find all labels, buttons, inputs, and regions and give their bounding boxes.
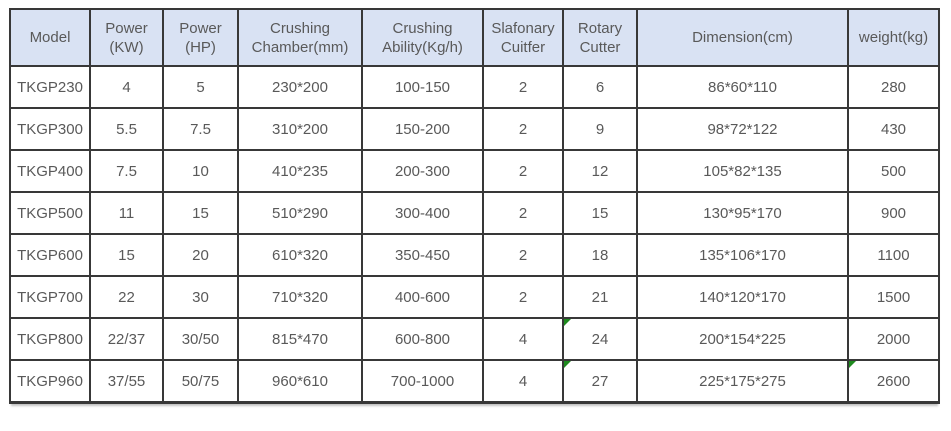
model-cell: TKGP800 bbox=[9, 317, 91, 361]
table-cell: 310*200 bbox=[237, 107, 363, 151]
table-cell: 100-150 bbox=[361, 65, 484, 109]
table-cell: 10 bbox=[162, 149, 239, 193]
table-cell: 86*60*110 bbox=[636, 65, 849, 109]
table-cell: 1500 bbox=[847, 275, 940, 319]
table-cell: 410*235 bbox=[237, 149, 363, 193]
col-header-power-hp: Power (HP) bbox=[162, 8, 239, 67]
table-row: TKGP600 15 20 610*320 350-450 2 18 135*106*170 1… bbox=[9, 233, 940, 277]
col-header-rotary-cutter: Rotary Cutter bbox=[562, 8, 638, 67]
col-header-stationary-cutter: Slafonary Cuitfer bbox=[482, 8, 564, 67]
table-cell: 22/37 bbox=[89, 317, 164, 361]
table-cell: 230*200 bbox=[237, 65, 363, 109]
table-cell: 815*470 bbox=[237, 317, 363, 361]
table-cell: 430 bbox=[847, 107, 940, 151]
table-cell: 1100 bbox=[847, 233, 940, 277]
table-cell: 30 bbox=[162, 275, 239, 319]
table-cell: 105*82*135 bbox=[636, 149, 849, 193]
table-cell: 140*120*170 bbox=[636, 275, 849, 319]
col-header-weight: weight(kg) bbox=[847, 8, 940, 67]
table-cell: 24 bbox=[562, 317, 638, 361]
table-cell: 37/55 bbox=[89, 359, 164, 404]
table-cell: 2 bbox=[482, 233, 564, 277]
table-cell: 200*154*225 bbox=[636, 317, 849, 361]
table-cell: 2 bbox=[482, 149, 564, 193]
model-cell: TKGP230 bbox=[9, 65, 91, 109]
table-row: TKGP300 5.5 7.5 310*200 150-200 2 9 98*72*122 43… bbox=[9, 107, 940, 151]
table-cell: 150-200 bbox=[361, 107, 484, 151]
table-row: TKGP800 22/37 30/50 815*470 600-800 4 24 200*15… bbox=[9, 317, 940, 361]
model-cell: TKGP600 bbox=[9, 233, 91, 277]
table-cell: 130*95*170 bbox=[636, 191, 849, 235]
col-header-crushing-ability: Crushing Ability(Kg/h) bbox=[361, 8, 484, 67]
table-cell: 9 bbox=[562, 107, 638, 151]
table-cell: 960*610 bbox=[237, 359, 363, 404]
specification-table: Model Power (KW) Power (HP) Crushing Cha… bbox=[9, 8, 940, 404]
table-cell: 280 bbox=[847, 65, 940, 109]
table-cell: 11 bbox=[89, 191, 164, 235]
table-cell: 610*320 bbox=[237, 233, 363, 277]
table-cell: 7.5 bbox=[89, 149, 164, 193]
table-cell: 500 bbox=[847, 149, 940, 193]
table-cell: 6 bbox=[562, 65, 638, 109]
table-cell: 2 bbox=[482, 65, 564, 109]
table-cell: 20 bbox=[162, 233, 239, 277]
table-cell: 21 bbox=[562, 275, 638, 319]
table-row: TKGP230 4 5 230*200 100-150 2 6 86*60*110 280 bbox=[9, 65, 940, 109]
table-cell: 4 bbox=[482, 317, 564, 361]
cell-corner-marker-icon bbox=[565, 320, 571, 326]
table-body: TKGP230 4 5 230*200 100-150 2 6 86*60*110 280 TKG… bbox=[9, 65, 940, 404]
table-cell: 2600 bbox=[847, 359, 940, 404]
header-row: Model Power (KW) Power (HP) Crushing Cha… bbox=[9, 8, 940, 67]
model-cell: TKGP960 bbox=[9, 359, 91, 404]
table-cell: 15 bbox=[562, 191, 638, 235]
table-cell: 4 bbox=[482, 359, 564, 404]
table-cell: 2 bbox=[482, 275, 564, 319]
table-cell: 30/50 bbox=[162, 317, 239, 361]
table-cell: 350-450 bbox=[361, 233, 484, 277]
table-cell: 510*290 bbox=[237, 191, 363, 235]
col-header-model: Model bbox=[9, 8, 91, 67]
table-cell: 2000 bbox=[847, 317, 940, 361]
table-row: TKGP400 7.5 10 410*235 200-300 2 12 105*82*135 5… bbox=[9, 149, 940, 193]
table-cell: 18 bbox=[562, 233, 638, 277]
table-cell: 15 bbox=[162, 191, 239, 235]
model-cell: TKGP300 bbox=[9, 107, 91, 151]
table-cell: 5.5 bbox=[89, 107, 164, 151]
table-row: TKGP500 11 15 510*290 300-400 2 15 130*95*170 90… bbox=[9, 191, 940, 235]
col-header-crushing-chamber: Crushing Chamber(mm) bbox=[237, 8, 363, 67]
table-cell: 4 bbox=[89, 65, 164, 109]
model-cell: TKGP700 bbox=[9, 275, 91, 319]
table-cell: 15 bbox=[89, 233, 164, 277]
table-cell: 5 bbox=[162, 65, 239, 109]
table-cell: 400-600 bbox=[361, 275, 484, 319]
col-header-dimension: Dimension(cm) bbox=[636, 8, 849, 67]
cell-corner-marker-icon bbox=[565, 361, 571, 368]
table-cell: 710*320 bbox=[237, 275, 363, 319]
table-cell: 2 bbox=[482, 191, 564, 235]
table-cell: 2 bbox=[482, 107, 564, 151]
cell-corner-marker-icon bbox=[850, 361, 856, 368]
table-cell: 22 bbox=[89, 275, 164, 319]
table-cell: 200-300 bbox=[361, 149, 484, 193]
col-header-power-kw: Power (KW) bbox=[89, 8, 164, 67]
table-cell: 700-1000 bbox=[361, 359, 484, 404]
table-cell: 135*106*170 bbox=[636, 233, 849, 277]
table-cell: 600-800 bbox=[361, 317, 484, 361]
table-row: TKGP700 22 30 710*320 400-600 2 21 140*120*170 1… bbox=[9, 275, 940, 319]
table-cell: 900 bbox=[847, 191, 940, 235]
table-cell: 27 bbox=[562, 359, 638, 404]
table-cell: 225*175*275 bbox=[636, 359, 849, 404]
table-cell: 50/75 bbox=[162, 359, 239, 404]
table-cell: 98*72*122 bbox=[636, 107, 849, 151]
model-cell: TKGP400 bbox=[9, 149, 91, 193]
table-cell: 7.5 bbox=[162, 107, 239, 151]
table-cell: 12 bbox=[562, 149, 638, 193]
model-cell: TKGP500 bbox=[9, 191, 91, 235]
table-cell: 300-400 bbox=[361, 191, 484, 235]
table-row: TKGP960 37/55 50/75 960*610 700-1000 4 27 225*1… bbox=[9, 359, 940, 404]
